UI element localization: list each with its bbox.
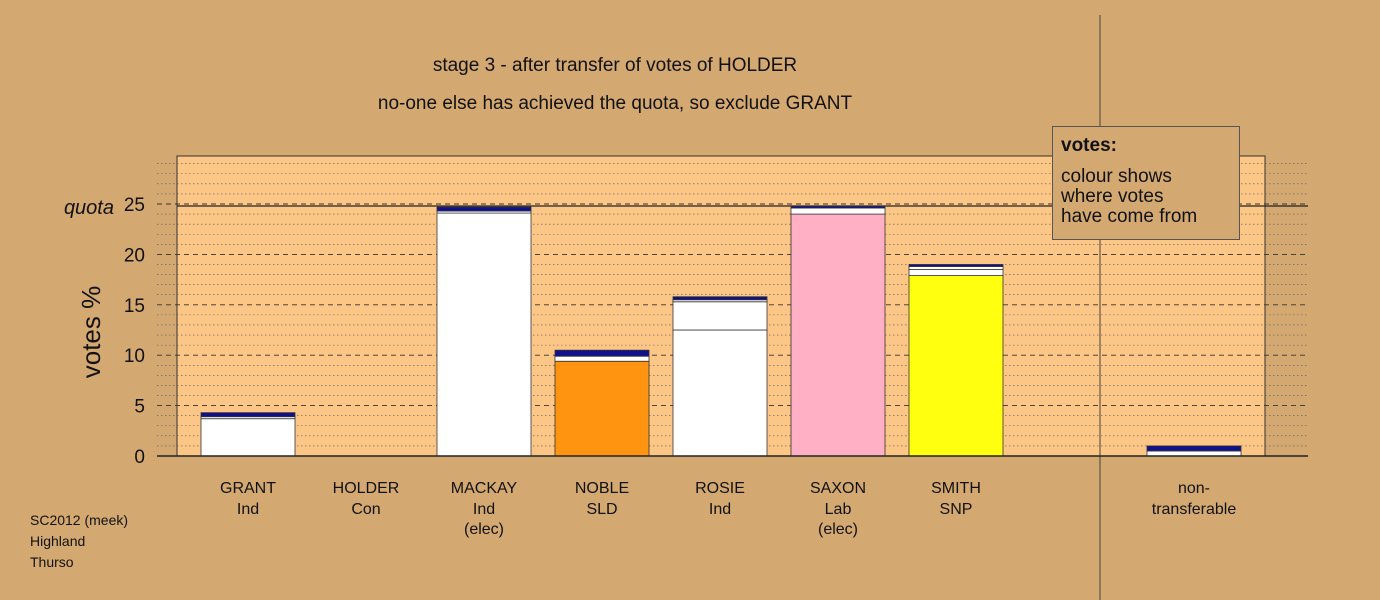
legend-heading: votes: <box>1061 135 1117 156</box>
bar-segment-smith <box>908 266 1004 270</box>
legend-line: colour shows <box>1061 166 1172 187</box>
x-tick-label: GRANT <box>220 480 276 497</box>
y-tick-label: 20 <box>124 245 145 266</box>
chart-title: stage 3 - after transfer of votes of HOL… <box>432 55 798 76</box>
x-tick-party: Ind <box>709 501 731 518</box>
bar-segment-noble <box>554 349 650 357</box>
footer-council: Highland <box>30 533 86 549</box>
bar-segment-smith <box>908 264 1004 267</box>
x-tick-label: SMITH <box>931 480 981 497</box>
x-tick-label: non- <box>1178 480 1210 497</box>
x-tick-label: ROSIE <box>695 480 745 497</box>
y-tick-label: 5 <box>134 397 145 418</box>
bar-segment-rosie <box>672 329 768 457</box>
y-tick-label: 15 <box>124 296 145 317</box>
y-tick-label: 10 <box>124 346 145 367</box>
x-tick-party: Lab <box>825 501 852 518</box>
x-tick-party: Ind <box>473 501 495 518</box>
y-axis-label: votes % <box>76 286 106 379</box>
x-tick-note: (elec) <box>464 521 504 538</box>
x-tick-party: SLD <box>586 501 617 518</box>
bar-segment-noble <box>554 355 650 362</box>
x-tick-label: HOLDER <box>333 480 400 497</box>
bar-segment-smith <box>908 269 1004 276</box>
chart-subtitle: no-one else has achieved the quota, so e… <box>377 93 853 114</box>
bar-segment-nontransferable <box>1146 450 1242 457</box>
bar-segment-grant <box>200 418 296 457</box>
x-tick-party: Ind <box>237 501 259 518</box>
footer-method: SC2012 (meek) <box>30 512 129 528</box>
x-tick-label: MACKAY <box>451 480 518 497</box>
legend-line: have come from <box>1061 206 1198 227</box>
footer-ward: Thurso <box>30 554 74 570</box>
bar-segment-nontransferable <box>1146 445 1242 452</box>
bar-segment-noble <box>554 360 650 457</box>
quota-label: quota <box>64 197 114 219</box>
x-tick-label: NOBLE <box>575 480 629 497</box>
bar-segment-mackay <box>436 206 532 212</box>
legend-line: where votes <box>1061 186 1164 207</box>
bar-segment-mackay <box>436 212 532 457</box>
bar-segment-saxon <box>790 213 886 457</box>
x-tick-party: Con <box>351 501 380 518</box>
y-tick-label: 0 <box>134 447 145 468</box>
y-tick-label: 25 <box>124 195 145 216</box>
x-tick-label: transferable <box>1152 501 1237 518</box>
legend: votes: colour shows where votes have com… <box>1052 126 1240 240</box>
bar-segment-saxon <box>790 207 886 215</box>
bar-segment-rosie <box>672 296 768 301</box>
x-tick-party: SNP <box>940 501 973 518</box>
bar-segment-grant <box>200 412 296 418</box>
bar-segment-saxon <box>790 205 886 209</box>
x-tick-note: (elec) <box>818 521 858 538</box>
footer-info: SC2012 (meek) Highland Thurso <box>30 510 128 573</box>
bar-segment-rosie <box>672 301 768 331</box>
x-tick-label: SAXON <box>810 480 866 497</box>
bar-segment-smith <box>908 275 1004 457</box>
